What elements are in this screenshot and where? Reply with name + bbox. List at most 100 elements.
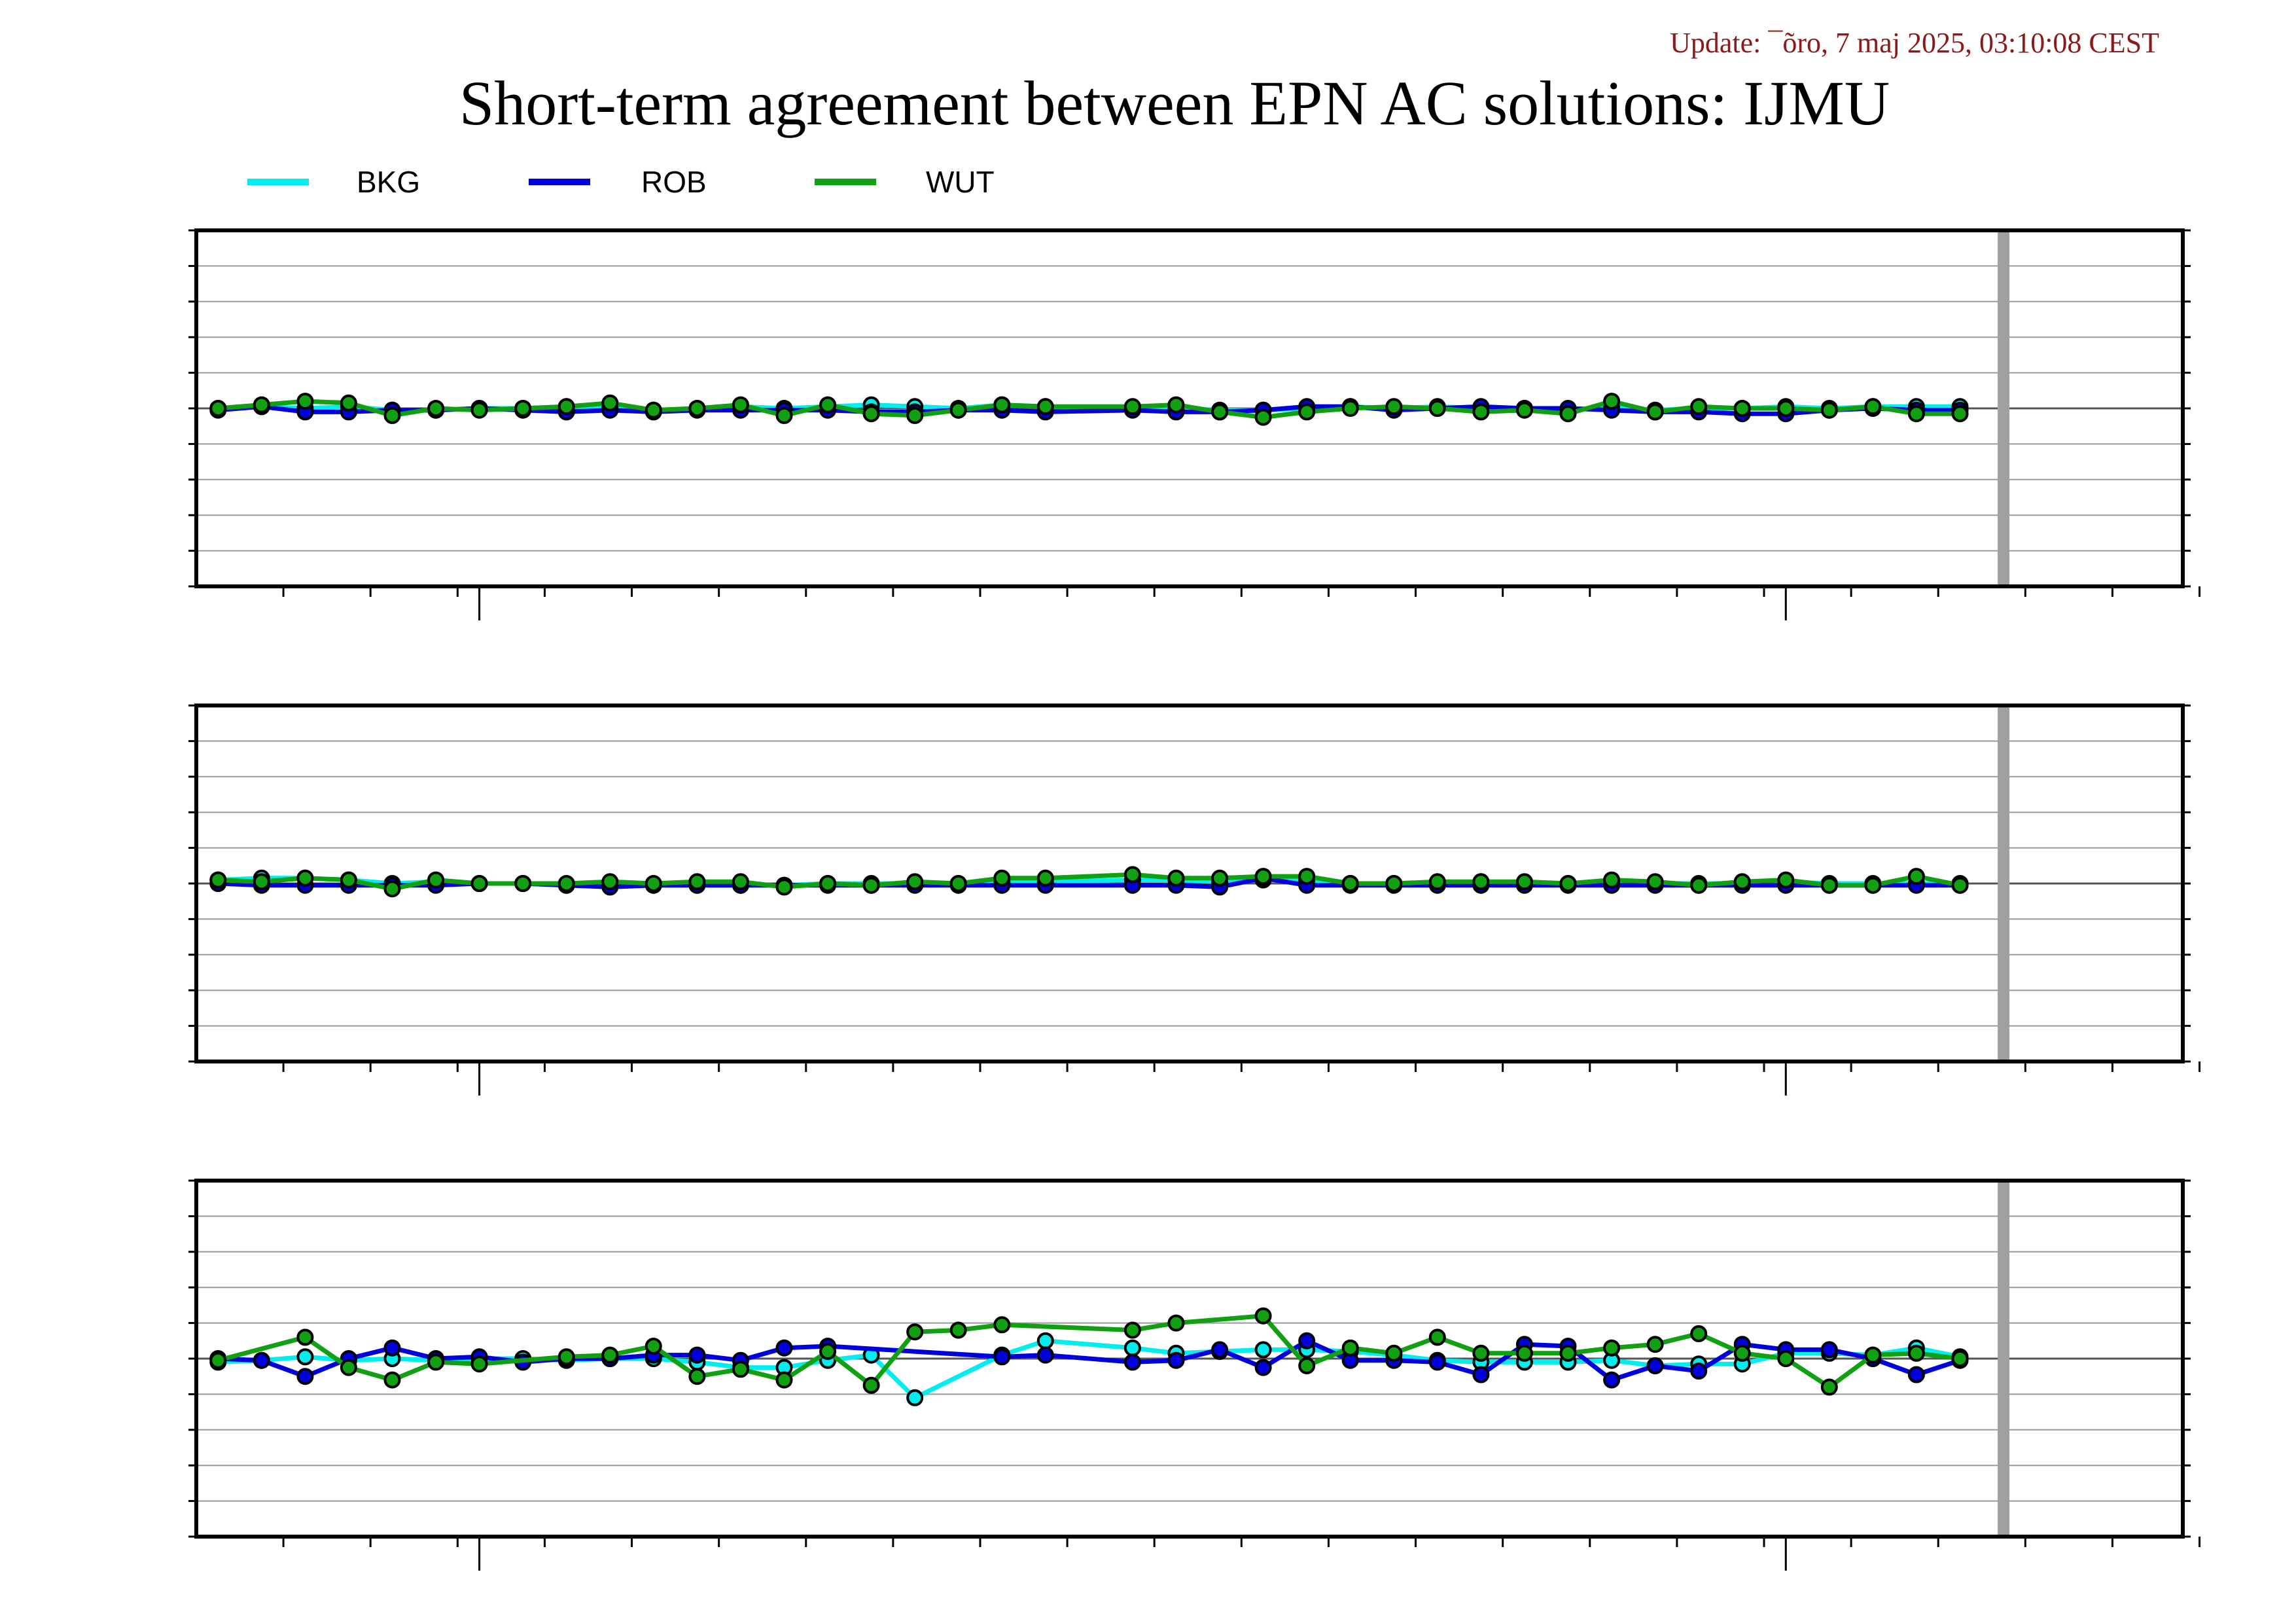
data-point-wut [1254,1307,1272,1325]
data-point-wut [1907,1344,1925,1362]
data-point-rob [1428,1353,1446,1371]
data-point-rob [253,1351,270,1369]
data-point-bkg [906,1389,924,1406]
data-point-rob [1254,1359,1272,1376]
legend-label-wut: WUT [926,165,995,199]
data-point-wut [427,871,445,889]
data-point-wut [1428,873,1446,891]
data-point-wut [1690,876,1708,894]
current-date-marker [1998,230,2010,586]
data-point-wut [1472,1344,1490,1362]
data-point-wut [296,869,314,887]
north-panel [188,228,2201,620]
data-point-wut [1646,1336,1664,1353]
data-point-wut [1559,405,1577,423]
data-point-rob [1603,1371,1621,1389]
data-point-wut [557,398,575,416]
data-point-wut [340,1359,357,1376]
plot-frame [194,704,2185,1063]
data-point-bkg [296,1348,314,1366]
data-point-wut [1123,1321,1141,1339]
data-point-wut [1211,403,1229,421]
data-point-wut [1472,403,1490,421]
data-point-wut [1907,405,1925,423]
data-point-wut [1733,400,1751,417]
data-point-wut [1603,871,1621,889]
data-point-wut [1646,873,1664,891]
data-point-wut [427,1353,445,1371]
up-panel [188,1179,2201,1571]
data-point-wut [1254,868,1272,885]
data-point-wut [906,406,924,424]
data-point-wut [340,871,357,889]
plot-frame [194,228,2185,588]
data-point-wut [645,1338,662,1355]
data-point-wut [209,1351,227,1369]
data-point-wut [340,394,357,412]
chart-title: Short-term agreement between EPN AC solu… [459,68,1890,138]
data-point-wut [601,873,619,891]
data-point-rob [1690,1363,1708,1380]
data-point-wut [383,406,401,424]
data-point-bkg [1036,1332,1054,1349]
data-point-wut [1951,1350,1969,1367]
data-point-rob [1123,1353,1141,1371]
data-point-wut [557,1348,575,1366]
east-panel [188,704,2201,1096]
data-point-wut [1167,1314,1185,1332]
data-point-wut [1603,393,1621,410]
data-point-wut [1428,1329,1446,1346]
data-point-wut [253,873,270,891]
data-point-wut [732,1361,749,1378]
data-point-wut [645,401,662,419]
data-point-wut [1298,868,1316,885]
data-point-wut [1167,869,1185,887]
data-point-wut [1167,396,1185,414]
data-point-wut [688,873,706,891]
data-point-wut [949,875,967,892]
data-point-wut [601,394,619,412]
data-point-wut [1123,398,1141,416]
data-point-wut [862,1376,880,1394]
data-point-wut [1036,398,1054,416]
data-point-wut [775,878,793,896]
data-point-wut [470,401,488,419]
data-point-wut [383,880,401,898]
data-point-wut [1559,1344,1577,1362]
data-point-wut [775,406,793,424]
data-point-wut [209,871,227,889]
data-point-wut [601,1346,619,1364]
data-point-rob [1646,1357,1664,1374]
data-point-bkg [1254,1341,1272,1359]
data-point-wut [1951,405,1969,423]
data-point-wut [209,400,227,417]
data-point-wut [1733,873,1751,891]
data-point-wut [1123,866,1141,883]
data-point-wut [1341,1339,1359,1357]
data-point-wut [1036,869,1054,887]
data-point-wut [470,1355,488,1373]
data-point-wut [1864,876,1882,894]
data-point-wut [862,876,880,894]
data-point-wut [819,1343,837,1361]
data-point-wut [1341,875,1359,892]
data-point-rob [1472,1366,1490,1383]
data-point-wut [1690,1325,1708,1342]
data-point-rob [383,1339,401,1357]
data-point-wut [1385,398,1403,416]
data-point-rob [296,1368,314,1385]
data-point-rob [688,1346,706,1364]
plot-frame [194,1179,2185,1539]
data-point-rob [775,1339,793,1357]
data-point-wut [1820,1378,1838,1396]
data-point-rob [1036,1346,1054,1364]
data-point-wut [949,1321,967,1339]
update-timestamp: Update: ¯õro, 7 maj 2025, 03:10:08 CEST [1670,27,2159,59]
data-point-bkg [1123,1339,1141,1357]
data-point-wut [1515,401,1533,419]
data-point-wut [253,396,270,414]
data-point-wut [1864,1346,1882,1364]
data-point-wut [732,873,749,891]
data-point-rob [1907,1366,1925,1383]
